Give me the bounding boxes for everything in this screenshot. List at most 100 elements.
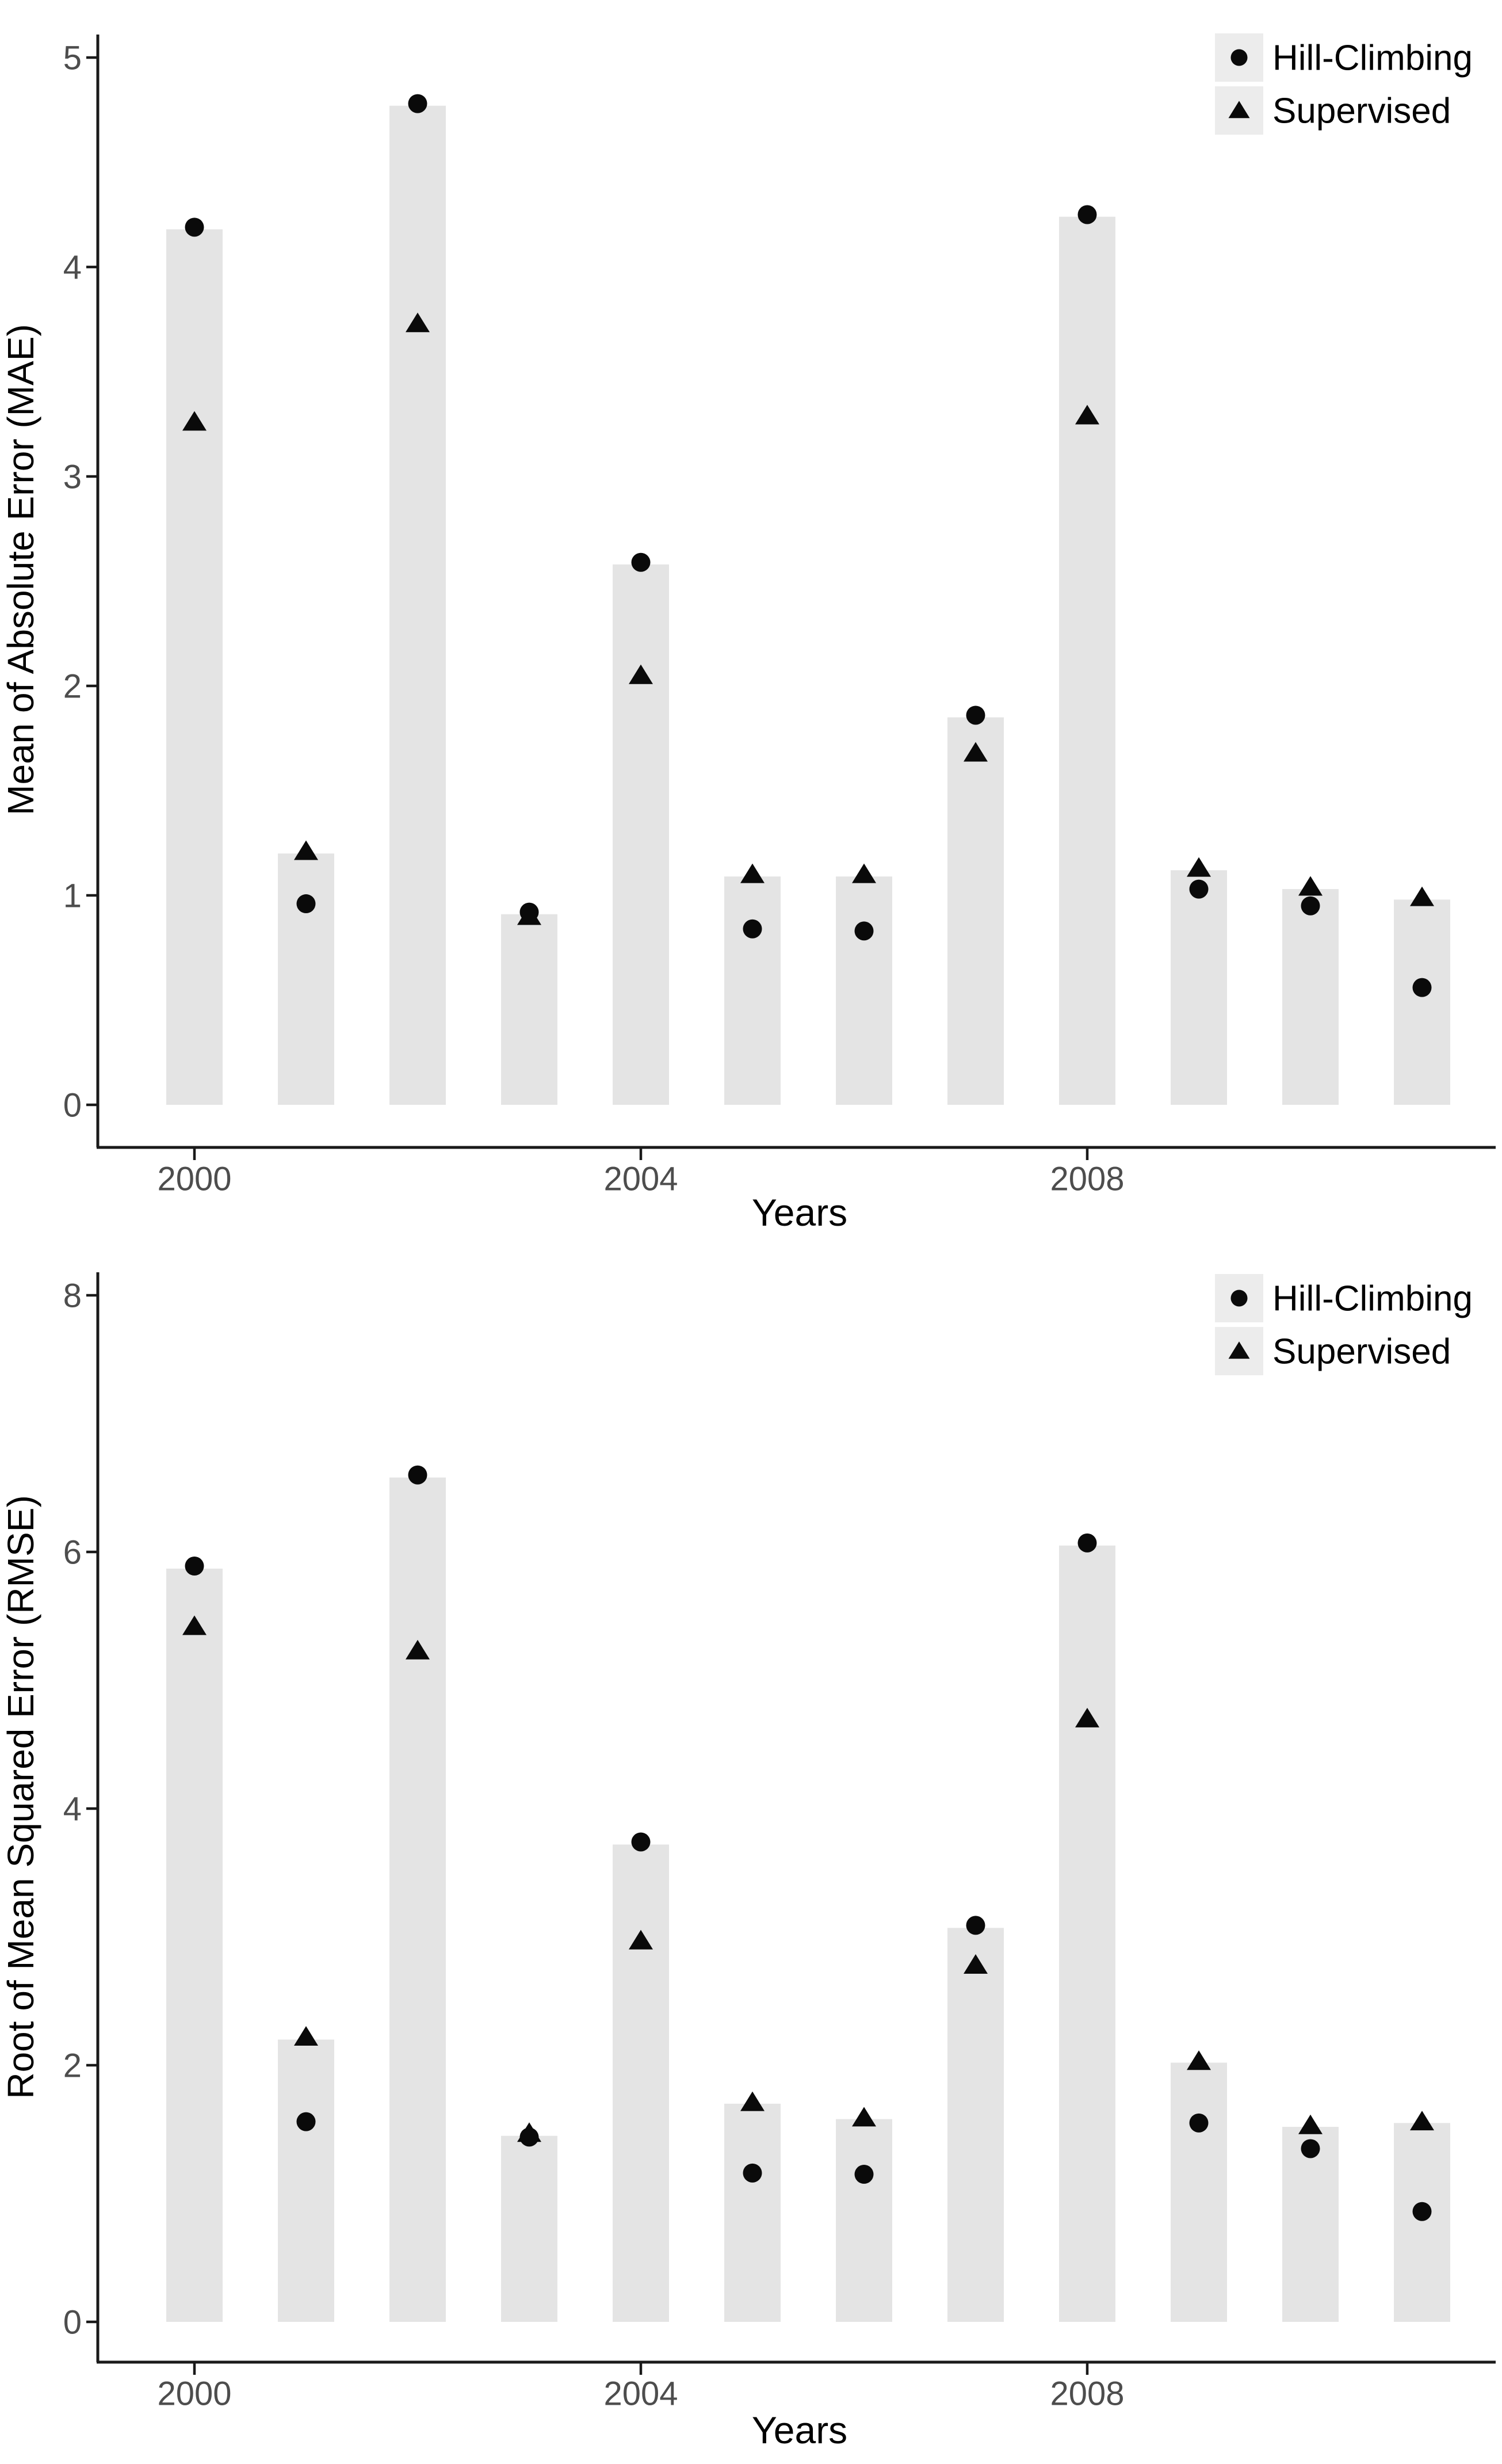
legend-item-label: Hill-Climbing xyxy=(1272,1279,1473,1319)
rmse-chart: 0 2 4 6 8 2000 2004 2008 Root of Mean Squared Er… xyxy=(0,1232,1502,2464)
x-tick-label: 2008 xyxy=(1050,2375,1124,2412)
supervised-point-2003 xyxy=(517,2122,541,2142)
hill-climbing-point-2009 xyxy=(1189,2113,1209,2133)
supervised-point-2009 xyxy=(1187,2050,1211,2070)
plot-area: 0 1 2 3 4 5 2000 2004 2008 Mean of Absolute Error… xyxy=(0,35,1496,1232)
bar-2000 xyxy=(166,1568,223,2322)
hill-climbing-point-2007 xyxy=(966,1916,985,1935)
supervised-point-2001 xyxy=(294,2026,318,2046)
supervised-point-2004 xyxy=(629,1929,653,1950)
legend-item-label: Supervised xyxy=(1272,91,1451,131)
bar-2007 xyxy=(947,717,1004,1105)
hill-climbing-point-2004 xyxy=(631,1832,651,1852)
rmse-plot-svg: 0 2 4 6 8 2000 2004 2008 Root of Mean Squared Er… xyxy=(0,1272,1496,2451)
bar-2004 xyxy=(613,564,669,1105)
hill-climbing-point-2001 xyxy=(296,2112,316,2131)
hill-climbing-point-2010 xyxy=(1301,896,1320,916)
hill-climbing-point-2002 xyxy=(408,1465,427,1485)
y-tick-label: 2 xyxy=(63,2047,82,2084)
y-tick-label: 4 xyxy=(63,249,82,286)
bar-2002 xyxy=(389,105,446,1105)
supervised-point-2007 xyxy=(964,742,988,762)
x-tick-label: 2000 xyxy=(157,2375,231,2412)
hill-climbing-point-2000 xyxy=(185,1557,204,1576)
bar-2008 xyxy=(1059,1545,1115,2322)
supervised-point-2011 xyxy=(1410,2111,1434,2131)
bar-2011 xyxy=(1394,2123,1450,2322)
y-tick-label: 4 xyxy=(63,1790,82,1828)
y-tick-label: 0 xyxy=(63,2303,82,2341)
plot-area: 0 2 4 6 8 2000 2004 2008 Root of Mean Squared Er… xyxy=(0,1272,1496,2451)
hill-climbing-point-2001 xyxy=(296,894,316,914)
bar-2004 xyxy=(613,1844,669,2322)
supervised-point-2001 xyxy=(294,840,318,860)
hill-climbing-point-2005 xyxy=(743,919,762,939)
supervised-point-2003 xyxy=(517,905,541,925)
y-tick-label: 0 xyxy=(63,1086,82,1124)
y-tick-label: 5 xyxy=(63,39,82,77)
supervised-point-2000 xyxy=(182,411,207,431)
bar-2002 xyxy=(389,1477,446,2322)
bar-2005 xyxy=(724,2103,781,2322)
bar-2009 xyxy=(1171,2062,1227,2322)
supervised-point-2005 xyxy=(740,2091,765,2111)
hill-climbing-point-2011 xyxy=(1412,2202,1432,2221)
legend-triangle-icon xyxy=(1228,1341,1250,1359)
legend-circle-icon xyxy=(1230,49,1248,66)
supervised-point-2008 xyxy=(1075,1707,1099,1727)
bar-2010 xyxy=(1282,2127,1339,2322)
legend-item-label: Supervised xyxy=(1272,1332,1451,1372)
bar-2001 xyxy=(278,853,334,1105)
supervised-point-2006 xyxy=(852,863,876,883)
legend: Hill-Climbing Supervised xyxy=(1215,33,1473,135)
hill-climbing-point-2004 xyxy=(631,552,651,572)
hill-climbing-point-2007 xyxy=(966,705,985,725)
supervised-point-2008 xyxy=(1075,405,1099,425)
supervised-point-2010 xyxy=(1298,2114,1323,2134)
hill-climbing-point-2008 xyxy=(1077,205,1097,224)
hill-climbing-point-2010 xyxy=(1301,2139,1320,2158)
supervised-point-2010 xyxy=(1298,876,1323,896)
supervised-point-2011 xyxy=(1410,886,1434,906)
supervised-point-2009 xyxy=(1187,857,1211,877)
bar-2001 xyxy=(278,2039,334,2322)
legend-triangle-icon xyxy=(1228,101,1250,119)
hill-climbing-point-2000 xyxy=(185,218,204,237)
bar-2009 xyxy=(1171,870,1227,1105)
y-axis-title: Mean of Absolute Error (MAE) xyxy=(0,324,41,815)
hill-climbing-point-2008 xyxy=(1077,1533,1097,1553)
bar-2005 xyxy=(724,876,781,1105)
bar-2008 xyxy=(1059,216,1115,1105)
hill-climbing-point-2006 xyxy=(854,2165,874,2184)
y-axis-title: Root of Mean Squared Error (RMSE) xyxy=(0,1495,41,2099)
x-tick-label: 2008 xyxy=(1050,1160,1124,1197)
legend-circle-icon xyxy=(1230,1290,1248,1307)
supervised-point-2006 xyxy=(852,2107,876,2127)
y-tick-label: 3 xyxy=(63,458,82,495)
legend: Hill-Climbing Supervised xyxy=(1215,1274,1473,1375)
supervised-point-2002 xyxy=(406,1639,430,1660)
bar-2003 xyxy=(501,2135,557,2322)
bar-2000 xyxy=(166,229,223,1105)
hill-climbing-point-2011 xyxy=(1412,978,1432,997)
bar-2006 xyxy=(836,2119,892,2322)
x-tick-label: 2004 xyxy=(603,2375,678,2412)
supervised-point-2000 xyxy=(182,1615,207,1635)
bar-2003 xyxy=(501,914,557,1105)
mae-plot-svg: 0 1 2 3 4 5 2000 2004 2008 Mean of Absolute Error… xyxy=(0,33,1496,1232)
supervised-point-2007 xyxy=(964,1954,988,1974)
hill-climbing-point-2005 xyxy=(743,2163,762,2183)
bar-2006 xyxy=(836,876,892,1105)
x-axis-title: Years xyxy=(752,2409,847,2451)
bar-2010 xyxy=(1282,889,1339,1105)
y-tick-label: 1 xyxy=(63,877,82,914)
supervised-point-2005 xyxy=(740,863,765,883)
hill-climbing-point-2006 xyxy=(854,921,874,941)
x-axis-title: Years xyxy=(752,1191,847,1232)
y-tick-label: 2 xyxy=(63,668,82,705)
legend-item-label: Hill-Climbing xyxy=(1272,39,1473,78)
supervised-point-2004 xyxy=(629,664,653,684)
x-tick-label: 2000 xyxy=(157,1160,231,1197)
mae-chart: 0 1 2 3 4 5 2000 2004 2008 Mean of Absolute Error… xyxy=(0,33,1496,1232)
hill-climbing-point-2002 xyxy=(408,94,427,113)
